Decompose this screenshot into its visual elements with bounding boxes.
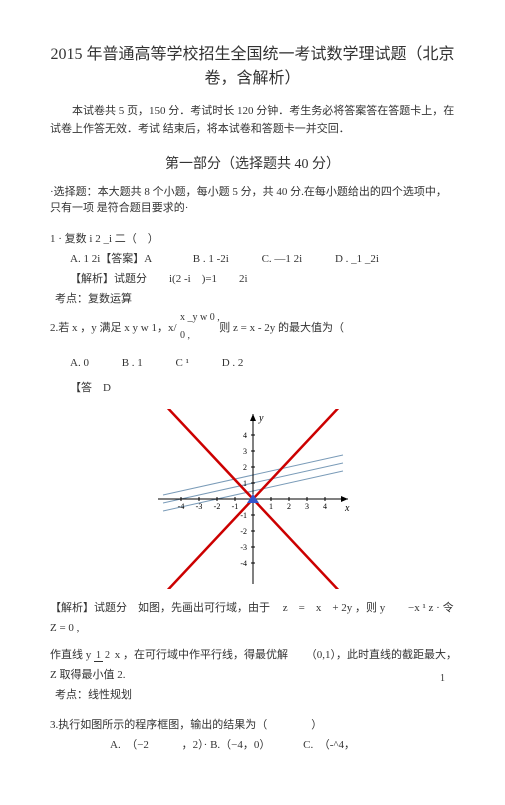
question-3: 3.执行如图所示的程序框图，输出的结果为（ ） A. （−2 ，2）· B.（−… xyxy=(50,716,455,756)
svg-text:4: 4 xyxy=(243,431,247,440)
q1-text: 1 · 复数 i 2 _i 二（ ） xyxy=(50,230,455,250)
svg-text:2: 2 xyxy=(243,463,247,472)
q2-eq3: x ，在可行域中作平行线，得最优解 xyxy=(115,649,288,661)
svg-text:-2: -2 xyxy=(213,502,220,511)
q2-optC: C ¹ xyxy=(176,354,189,374)
svg-text:-1: -1 xyxy=(240,511,247,520)
svg-text:x: x xyxy=(344,503,350,514)
section-title: 第一部分（选择题共 40 分） xyxy=(50,153,455,173)
q1-optA: A. 1 2i【答案】A xyxy=(70,250,160,270)
svg-text:2: 2 xyxy=(287,502,291,511)
q2-analysis2: 作直线 y xyxy=(50,649,91,661)
svg-text:-4: -4 xyxy=(177,502,184,511)
svg-text:-4: -4 xyxy=(240,559,247,568)
q2-graph: -4 -4 -3 -3 -2 -2 -1-1 1 1 2 2 3 3 4 4 x y xyxy=(50,409,455,589)
svg-text:-3: -3 xyxy=(195,502,202,511)
q1-optB: B . 1 -2i xyxy=(193,250,229,270)
svg-text:-2: -2 xyxy=(240,527,247,536)
page-number: 1 xyxy=(440,673,445,684)
instruction: ·选择题：本大题共 8 个小题，每小题 5 分，共 40 分.在每小题给出的四个… xyxy=(50,183,455,215)
q2-optB: B . 1 xyxy=(122,354,143,374)
svg-text:1: 1 xyxy=(269,502,273,511)
q1-analysis: 【解析】试题分 i(2 -i )=1 2i xyxy=(70,270,455,290)
graph-svg: -4 -4 -3 -3 -2 -2 -1-1 1 1 2 2 3 3 4 4 x y xyxy=(153,409,353,589)
svg-text:3: 3 xyxy=(243,447,247,456)
q2-optA: A. 0 xyxy=(70,354,89,374)
page-title: 2015 年普通高等学校招生全国统一考试数学理试题（北京卷，含解析） xyxy=(50,40,455,88)
q2-eq1: z = x + 2y ，则 y xyxy=(283,602,386,614)
svg-text:4: 4 xyxy=(323,502,327,511)
q3-optA: A. （−2 xyxy=(110,736,149,756)
q2-frac2: 12 xyxy=(94,647,112,665)
q2-then: 则 z = x - 2y 的最大值为（ xyxy=(219,322,344,334)
q1-optC: C. —1 2i xyxy=(262,250,303,270)
q2-cond: x _y w 0 , 0 , xyxy=(180,309,220,345)
q1-topic: 考点：复数运算 xyxy=(55,290,455,310)
svg-text:1: 1 xyxy=(243,479,247,488)
q2-optD: D . 2 xyxy=(222,354,244,374)
svg-text:3: 3 xyxy=(305,502,309,511)
svg-text:-3: -3 xyxy=(240,543,247,552)
q3-optB: ，2）· B.（−4，0） xyxy=(182,736,271,756)
q2-answer: 【答 D xyxy=(70,379,455,399)
svg-text:y: y xyxy=(258,413,264,424)
q3-text: 3.执行如图所示的程序框图，输出的结果为（ ） xyxy=(50,716,455,736)
svg-text:-1: -1 xyxy=(231,502,238,511)
q2-text: 2.若 x ，y 满足 x y w 1，x/ xyxy=(50,322,177,334)
q2-analysis1: 【解析】试题分 如图，先画出可行域，由于 xyxy=(50,602,270,614)
question-1: 1 · 复数 i 2 _i 二（ ） A. 1 2i【答案】A B . 1 -2… xyxy=(50,230,455,309)
intro-text: 本试卷共 5 页，150 分．考试时长 120 分钟．考生务必将答案答在答题卡上… xyxy=(50,103,455,138)
question-2: x _y w 0 , 0 , 2.若 x ，y 满足 x y w 1，x/ 则 … xyxy=(50,319,455,705)
q1-optD: D . _1 _2i xyxy=(335,250,379,270)
q3-optC: C. （-^4， xyxy=(303,736,355,756)
q2-topic: 考点：线性规划 xyxy=(55,686,455,706)
